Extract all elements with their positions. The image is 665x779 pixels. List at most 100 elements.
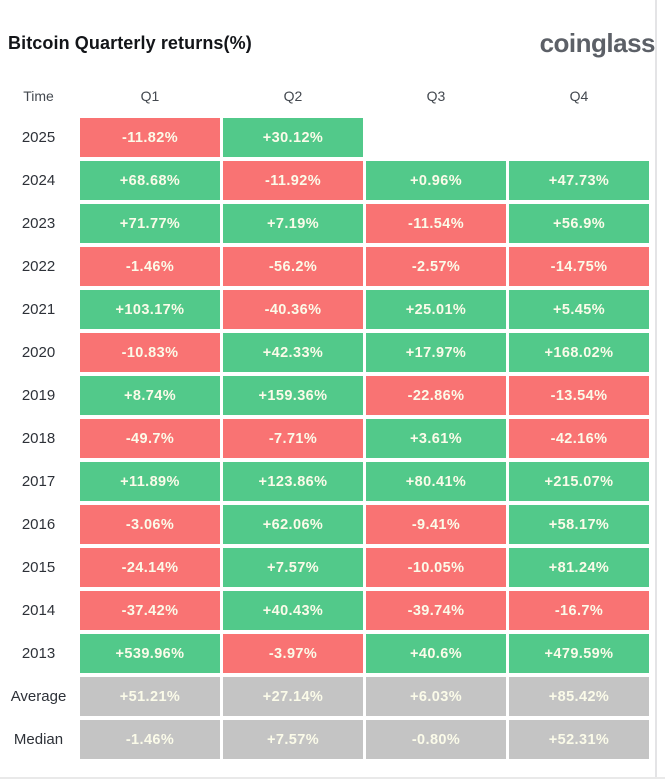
row-label: 2013 (21, 645, 56, 662)
table-row-2025: 2025 -11.82% +30.12% (0, 118, 649, 157)
row-label: 2015 (21, 559, 56, 576)
row-label: 2018 (21, 430, 56, 447)
row-label: 2022 (21, 258, 56, 275)
table-row-2017: 2017 +11.89% +123.86% +80.41% +215.07% (0, 462, 649, 501)
table-row-median: Median -1.46% +7.57% -0.80% +52.31% (0, 720, 649, 759)
table-row-average: Average +51.21% +27.14% +6.03% +85.42% (0, 677, 649, 716)
return-cell: -10.05% (366, 548, 506, 587)
return-cell: -2.57% (366, 247, 506, 286)
return-cell: +25.01% (366, 290, 506, 329)
table-row-2014: 2014 -37.42% +40.43% -39.74% -16.7% (0, 591, 649, 630)
return-cell: -13.54% (509, 376, 649, 415)
return-cell: -1.46% (80, 720, 220, 759)
return-cell: -42.16% (509, 419, 649, 458)
return-cell: +168.02% (509, 333, 649, 372)
return-cell: -37.42% (80, 591, 220, 630)
topbar: Bitcoin Quarterly returns(%) coinglass (0, 0, 665, 58)
return-cell: -0.80% (366, 720, 506, 759)
table-row-2013: 2013 +539.96% -3.97% +40.6% +479.59% (0, 634, 649, 673)
bottom-divider (0, 777, 665, 779)
return-cell: +52.31% (509, 720, 649, 759)
return-cell: +85.42% (509, 677, 649, 716)
return-cell: -14.75% (509, 247, 649, 286)
return-cell: -40.36% (223, 290, 363, 329)
table-row-2018: 2018 -49.7% -7.71% +3.61% -42.16% (0, 419, 649, 458)
return-cell: +539.96% (80, 634, 220, 673)
return-cell: +215.07% (509, 462, 649, 501)
return-cell: +103.17% (80, 290, 220, 329)
return-cell: +58.17% (509, 505, 649, 544)
coinglass-logo: coinglass (539, 28, 656, 58)
row-label: Average (10, 688, 67, 705)
return-cell: +80.41% (366, 462, 506, 501)
return-cell: +5.45% (509, 290, 649, 329)
return-cell: -49.7% (80, 419, 220, 458)
return-cell: -1.46% (80, 247, 220, 286)
column-header-row: Time Q1 Q2 Q3 Q4 (0, 86, 649, 106)
table-row-2016: 2016 -3.06% +62.06% -9.41% +58.17% (0, 505, 649, 544)
row-label: 2014 (21, 602, 56, 619)
return-cell: -11.54% (366, 204, 506, 243)
row-label: 2021 (21, 301, 56, 318)
return-cell: -9.41% (366, 505, 506, 544)
table-row-2020: 2020 -10.83% +42.33% +17.97% +168.02% (0, 333, 649, 372)
return-cell: -16.7% (509, 591, 649, 630)
table-row-2022: 2022 -1.46% -56.2% -2.57% -14.75% (0, 247, 649, 286)
return-cell: -11.92% (223, 161, 363, 200)
page-title: Bitcoin Quarterly returns(%) (8, 32, 252, 53)
return-cell: +7.57% (223, 548, 363, 587)
return-cell: +123.86% (223, 462, 363, 501)
column-header-q1: Q1 (140, 88, 160, 104)
return-cell: -3.97% (223, 634, 363, 673)
column-header-q3: Q3 (426, 88, 446, 104)
return-cell: -7.71% (223, 419, 363, 458)
empty-cell (509, 118, 649, 157)
return-cell: -39.74% (366, 591, 506, 630)
column-header-q4: Q4 (569, 88, 589, 104)
return-cell: +51.21% (80, 677, 220, 716)
vertical-scrollbar[interactable] (655, 0, 657, 779)
return-cell: +479.59% (509, 634, 649, 673)
return-cell: +6.03% (366, 677, 506, 716)
row-label: 2020 (21, 344, 56, 361)
return-cell: -24.14% (80, 548, 220, 587)
return-cell: +47.73% (509, 161, 649, 200)
return-cell: +7.19% (223, 204, 363, 243)
return-cell: +42.33% (223, 333, 363, 372)
row-label: Median (13, 731, 64, 748)
table-row-2023: 2023 +71.77% +7.19% -11.54% +56.9% (0, 204, 649, 243)
return-cell: +40.6% (366, 634, 506, 673)
row-label: 2017 (21, 473, 56, 490)
table-row-2019: 2019 +8.74% +159.36% -22.86% -13.54% (0, 376, 649, 415)
return-cell: +68.68% (80, 161, 220, 200)
table-row-2021: 2021 +103.17% -40.36% +25.01% +5.45% (0, 290, 649, 329)
return-cell: +71.77% (80, 204, 220, 243)
return-cell: -11.82% (80, 118, 220, 157)
row-label: 2023 (21, 215, 56, 232)
return-cell: +40.43% (223, 591, 363, 630)
returns-table: 2025 -11.82% +30.12% 2024 +68.68% -11.92% +0.9… (0, 118, 665, 759)
row-label: 2025 (21, 129, 56, 146)
return-cell: +81.24% (509, 548, 649, 587)
row-label: 2024 (21, 172, 56, 189)
return-cell: +56.9% (509, 204, 649, 243)
column-header-q2: Q2 (283, 88, 303, 104)
return-cell: +0.96% (366, 161, 506, 200)
return-cell: +62.06% (223, 505, 363, 544)
row-label: 2016 (21, 516, 56, 533)
return-cell: +159.36% (223, 376, 363, 415)
return-cell: +8.74% (80, 376, 220, 415)
return-cell: -56.2% (223, 247, 363, 286)
return-cell: +7.57% (223, 720, 363, 759)
return-cell: +17.97% (366, 333, 506, 372)
return-cell: +11.89% (80, 462, 220, 501)
column-header-time: Time (23, 88, 54, 104)
return-cell: -3.06% (80, 505, 220, 544)
row-label: 2019 (21, 387, 56, 404)
return-cell: +3.61% (366, 419, 506, 458)
empty-cell (366, 118, 506, 157)
return-cell: -22.86% (366, 376, 506, 415)
return-cell: -10.83% (80, 333, 220, 372)
table-row-2024: 2024 +68.68% -11.92% +0.96% +47.73% (0, 161, 649, 200)
